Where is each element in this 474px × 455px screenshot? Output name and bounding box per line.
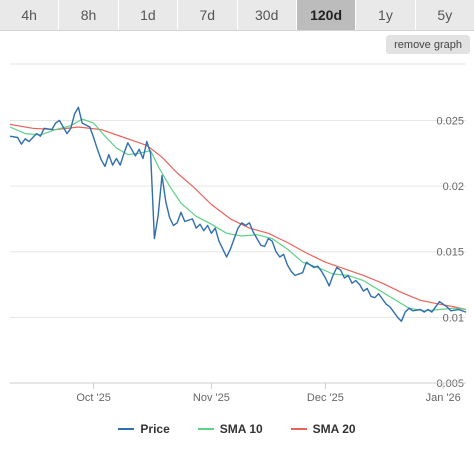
y-tick-label: 0.005 (436, 378, 464, 390)
tab-30d[interactable]: 30d (238, 0, 297, 30)
tab-7d[interactable]: 7d (178, 0, 238, 30)
timeframe-tabs: 4h 8h 1d 7d 30d 120d 1y 5y (0, 0, 474, 31)
remove-graph-button[interactable]: remove graph (386, 35, 470, 54)
x-tick-label: Jan '26 (426, 392, 461, 404)
tab-1d[interactable]: 1d (119, 0, 179, 30)
series-line-sma10 (9, 118, 467, 312)
tab-1y[interactable]: 1y (356, 0, 416, 30)
tab-5y[interactable]: 5y (437, 7, 453, 23)
legend-item-sma10[interactable]: SMA 10 (197, 420, 263, 438)
tab-120d[interactable]: 120d (296, 0, 357, 30)
legend-label-sma10: SMA 10 (219, 422, 263, 436)
y-tick-label: 0.02 (443, 181, 464, 193)
x-tick-label: Nov '25 (193, 392, 230, 404)
y-tick-label: 0.01 (443, 312, 464, 324)
series-line-price (9, 106, 467, 322)
series-line-sma20 (9, 123, 467, 311)
legend-item-price[interactable]: Price (118, 420, 170, 438)
y-tick-label: 0.015 (436, 247, 464, 259)
chart-series (9, 106, 467, 322)
grid-lines (10, 63, 466, 384)
legend-swatch-sma10 (197, 428, 214, 430)
tab-8h[interactable]: 8h (59, 0, 119, 30)
chart-axes: 0.025 0.02 0.015 0.01 0.005 Oct '25 Nov '25 Dec… (10, 115, 466, 404)
x-tick-label: Dec '25 (307, 392, 344, 404)
legend-label-sma20: SMA 20 (312, 422, 356, 436)
legend-swatch-sma20 (290, 428, 307, 430)
legend-label-price: Price (140, 422, 170, 436)
x-tick-label: Oct '25 (76, 392, 111, 404)
legend-item-sma20[interactable]: SMA 20 (290, 420, 356, 438)
chart-legend: Price SMA 10 SMA 20 (0, 420, 474, 438)
tab-4h[interactable]: 4h (0, 0, 60, 30)
legend-swatch-price (118, 428, 135, 430)
y-tick-label: 0.025 (436, 115, 464, 127)
